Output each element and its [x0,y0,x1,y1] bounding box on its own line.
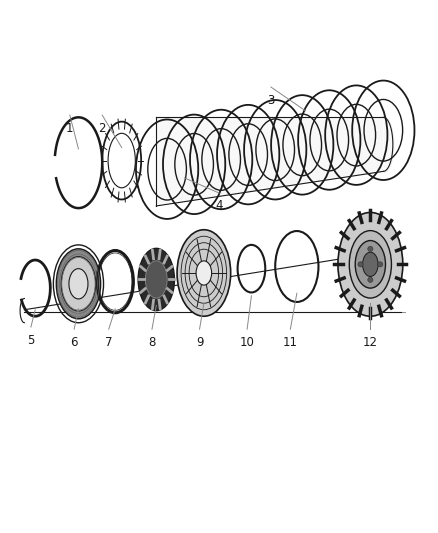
Text: 6: 6 [71,336,78,349]
Text: 1: 1 [66,122,74,135]
Polygon shape [156,117,393,206]
Text: 3: 3 [267,93,275,107]
Circle shape [378,262,383,267]
Circle shape [358,262,363,267]
Ellipse shape [349,231,392,298]
Ellipse shape [145,261,167,298]
Text: 5: 5 [27,334,35,346]
Circle shape [368,246,373,252]
Ellipse shape [196,261,212,285]
Ellipse shape [338,213,403,316]
Ellipse shape [177,230,231,316]
Ellipse shape [363,252,378,277]
Text: 7: 7 [105,336,113,349]
Ellipse shape [61,256,96,311]
Text: 10: 10 [240,336,254,349]
Text: 9: 9 [196,336,203,349]
Ellipse shape [69,269,88,299]
Text: 12: 12 [363,336,378,349]
Text: 11: 11 [283,336,298,349]
Text: 8: 8 [148,336,155,349]
Text: 4: 4 [215,199,223,213]
Circle shape [368,277,373,282]
Text: 2: 2 [99,122,106,135]
Ellipse shape [355,240,385,288]
Ellipse shape [138,248,174,311]
Ellipse shape [56,249,101,319]
